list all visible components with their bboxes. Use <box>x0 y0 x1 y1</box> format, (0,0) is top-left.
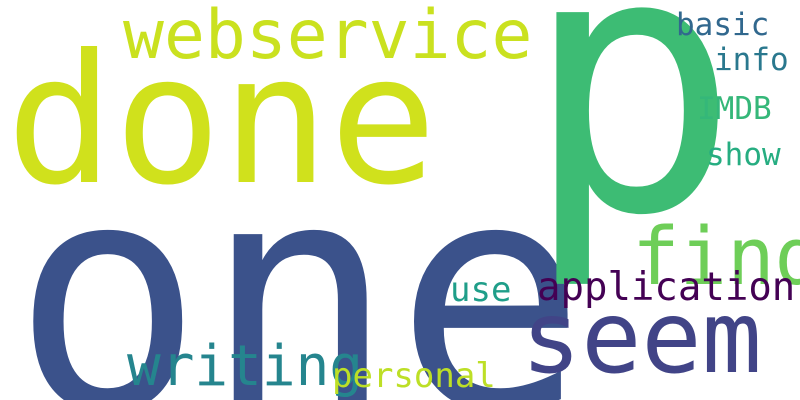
word-personal: personal <box>332 356 496 396</box>
word-p: p <box>523 0 740 294</box>
word-seem: seem <box>521 279 762 396</box>
word-find: find <box>632 211 800 303</box>
word-show: show <box>706 137 781 173</box>
word-info: info <box>714 42 789 78</box>
word-use: use <box>450 270 512 310</box>
word-writing: writing <box>127 334 364 399</box>
word-basic: basic <box>676 7 770 43</box>
word-webservice: webservice <box>123 0 533 75</box>
word-imdb: IMDB <box>697 91 772 127</box>
word-one: one <box>12 113 587 400</box>
word-application: application <box>537 265 796 310</box>
word-done: done <box>6 17 438 225</box>
